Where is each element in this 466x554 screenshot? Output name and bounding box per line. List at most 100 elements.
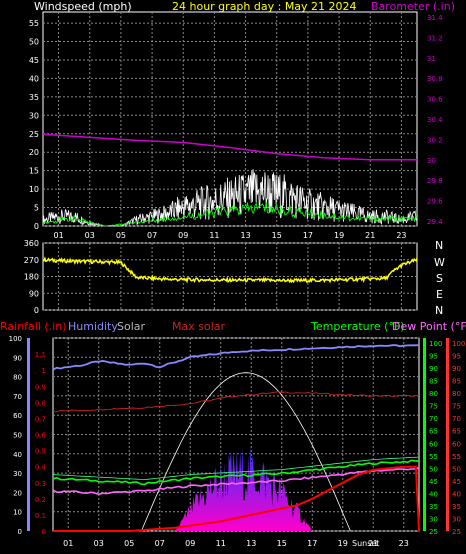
top-y-right-tick-label: 30.8 [427,75,443,83]
humidity-tick-label: 60 [13,412,22,420]
bottom-x-tick-label: 03 [94,539,104,548]
top-x-tick-label: 03 [85,231,95,240]
dewpoint-tick-label: 85 [452,378,461,386]
dewpoint-tick-label: 30 [452,515,461,523]
top-y-left-tick-label: 30 [29,111,39,120]
wind-average-series-line [42,201,418,227]
legend-max-solar: Max solar [172,320,225,333]
solar-series-line [141,372,351,532]
max-solar-series-line [52,391,420,413]
dewpoint-tick-label: 60 [452,440,461,448]
mid-y-tick-label: 0 [34,306,39,315]
dewpoint-tick-label: 25 [452,528,461,536]
compass-e: E [436,288,443,301]
top-y-left-tick-label: 50 [29,38,39,47]
rain-tick-label: 1.1 [35,351,46,359]
temperature-tick-label: 100 [429,340,442,348]
temperature-tick-label: 80 [429,390,438,398]
mid-y-tick-label: 90 [29,289,39,298]
top-y-right-tick-label: 30.4 [427,116,443,124]
top-x-tick-label: 21 [365,231,375,240]
legend-temperature: Temperature (°F) [310,320,405,333]
rainfall-series-line [53,465,420,532]
humidity-tick-label: 40 [13,451,22,459]
top-y-right-tick-label: 31.4 [427,14,443,22]
bottom-x-tick-label: 19 [338,539,348,548]
top-y-right-tick-label: 29.4 [427,218,443,226]
bottom-x-tick-label: 11 [216,539,226,548]
dewpoint-tick-label: 45 [452,478,461,486]
temperature-tick-label: 75 [429,403,438,411]
bottom-x-tick-label: 01 [63,539,73,548]
compass-n-top: N [435,239,443,252]
mid-y-tick-label: 180 [24,273,39,282]
temperature-tick-label: 85 [429,378,438,386]
humidity-tick-label: 80 [13,374,22,382]
top-y-right-tick-label: 30.6 [427,96,443,104]
top-x-tick-label: 07 [147,231,157,240]
top-x-tick-label: 13 [240,231,250,240]
mid-y-tick-label: 360 [24,239,39,248]
temperature-tick-label: 90 [429,365,438,373]
barometer-series-line [42,133,417,161]
top-y-left-tick-label: 35 [29,93,39,102]
humidity-series-line [52,344,420,371]
bottom-x-tick-label: 21 [368,539,378,548]
bottom-x-tick-label: 23 [399,539,409,548]
top-y-right-tick-label: 31.2 [427,34,443,42]
humidity-tick-label: 10 [13,509,22,517]
temperature-tick-label: 45 [429,478,438,486]
top-x-tick-label: 19 [334,231,344,240]
legend-rainfall: Rainfall (.in) [0,320,67,333]
top-y-right-tick-label: 31 [427,55,436,63]
top-x-tick-label: 09 [178,231,188,240]
dewpoint-tick-label: 75 [452,403,461,411]
sunset-label: Sunset [352,539,379,548]
bottom-x-tick-label: 09 [185,539,195,548]
wind-direction-series-line [42,256,418,284]
rain-tick-label: 0.9 [35,383,46,391]
top-x-tick-label: 17 [303,231,313,240]
top-x-tick-label: 23 [396,231,406,240]
top-panel-frame [42,11,418,227]
dewpoint-series-line [52,467,420,496]
rain-tick-label: 0 [42,528,46,536]
right-axis-label: Barometer (.in) [371,0,455,13]
temperature-tick-label: 55 [429,453,438,461]
temperature-tick-label: 95 [429,353,438,361]
dewpoint-axis-bar [446,338,449,531]
top-y-right-tick-label: 30.2 [427,136,443,144]
legend-humidity: Humidity [68,320,118,333]
dewpoint-tick-label: 90 [452,365,461,373]
top-x-tick-label: 05 [116,231,126,240]
bottom-x-tick-label: 05 [124,539,134,548]
humidity-tick-label: 100 [9,335,22,343]
rain-tick-label: 0.7 [35,415,46,423]
rain-tick-label: 0.8 [35,399,46,407]
temperature-tick-label: 35 [429,503,438,511]
dewpoint-tick-label: 65 [452,428,461,436]
compass-n-bottom: N [435,304,443,317]
legend-dewpoint: Dew Point (°F) [392,320,466,333]
chart-title: 24 hour graph day : May 21 2024 [172,0,357,13]
bottom-x-tick-label: 15 [277,539,287,548]
top-x-tick-label: 01 [53,231,63,240]
humidity-axis-bar [27,338,30,531]
dewpoint-tick-label: 80 [452,390,461,398]
bottom-x-tick-label: 13 [246,539,256,548]
rain-tick-label: 1 [42,367,46,375]
rain-tick-label: 0.5 [35,448,46,456]
bottom-x-tick-label: 07 [155,539,165,548]
humidity-tick-label: 90 [13,354,22,362]
top-y-left-tick-label: 25 [29,130,39,139]
dewpoint-tick-label: 55 [452,453,461,461]
top-y-left-tick-label: 20 [29,148,39,157]
rain-tick-label: 0.4 [35,464,47,472]
top-x-tick-label: 11 [209,231,219,240]
temperature-tick-label: 60 [429,440,438,448]
top-y-left-tick-label: 45 [29,56,39,65]
humidity-tick-label: 0 [18,528,22,536]
humidity-tick-label: 20 [13,489,22,497]
top-y-right-tick-label: 29.6 [427,198,443,206]
temperature-tick-label: 70 [429,415,438,423]
